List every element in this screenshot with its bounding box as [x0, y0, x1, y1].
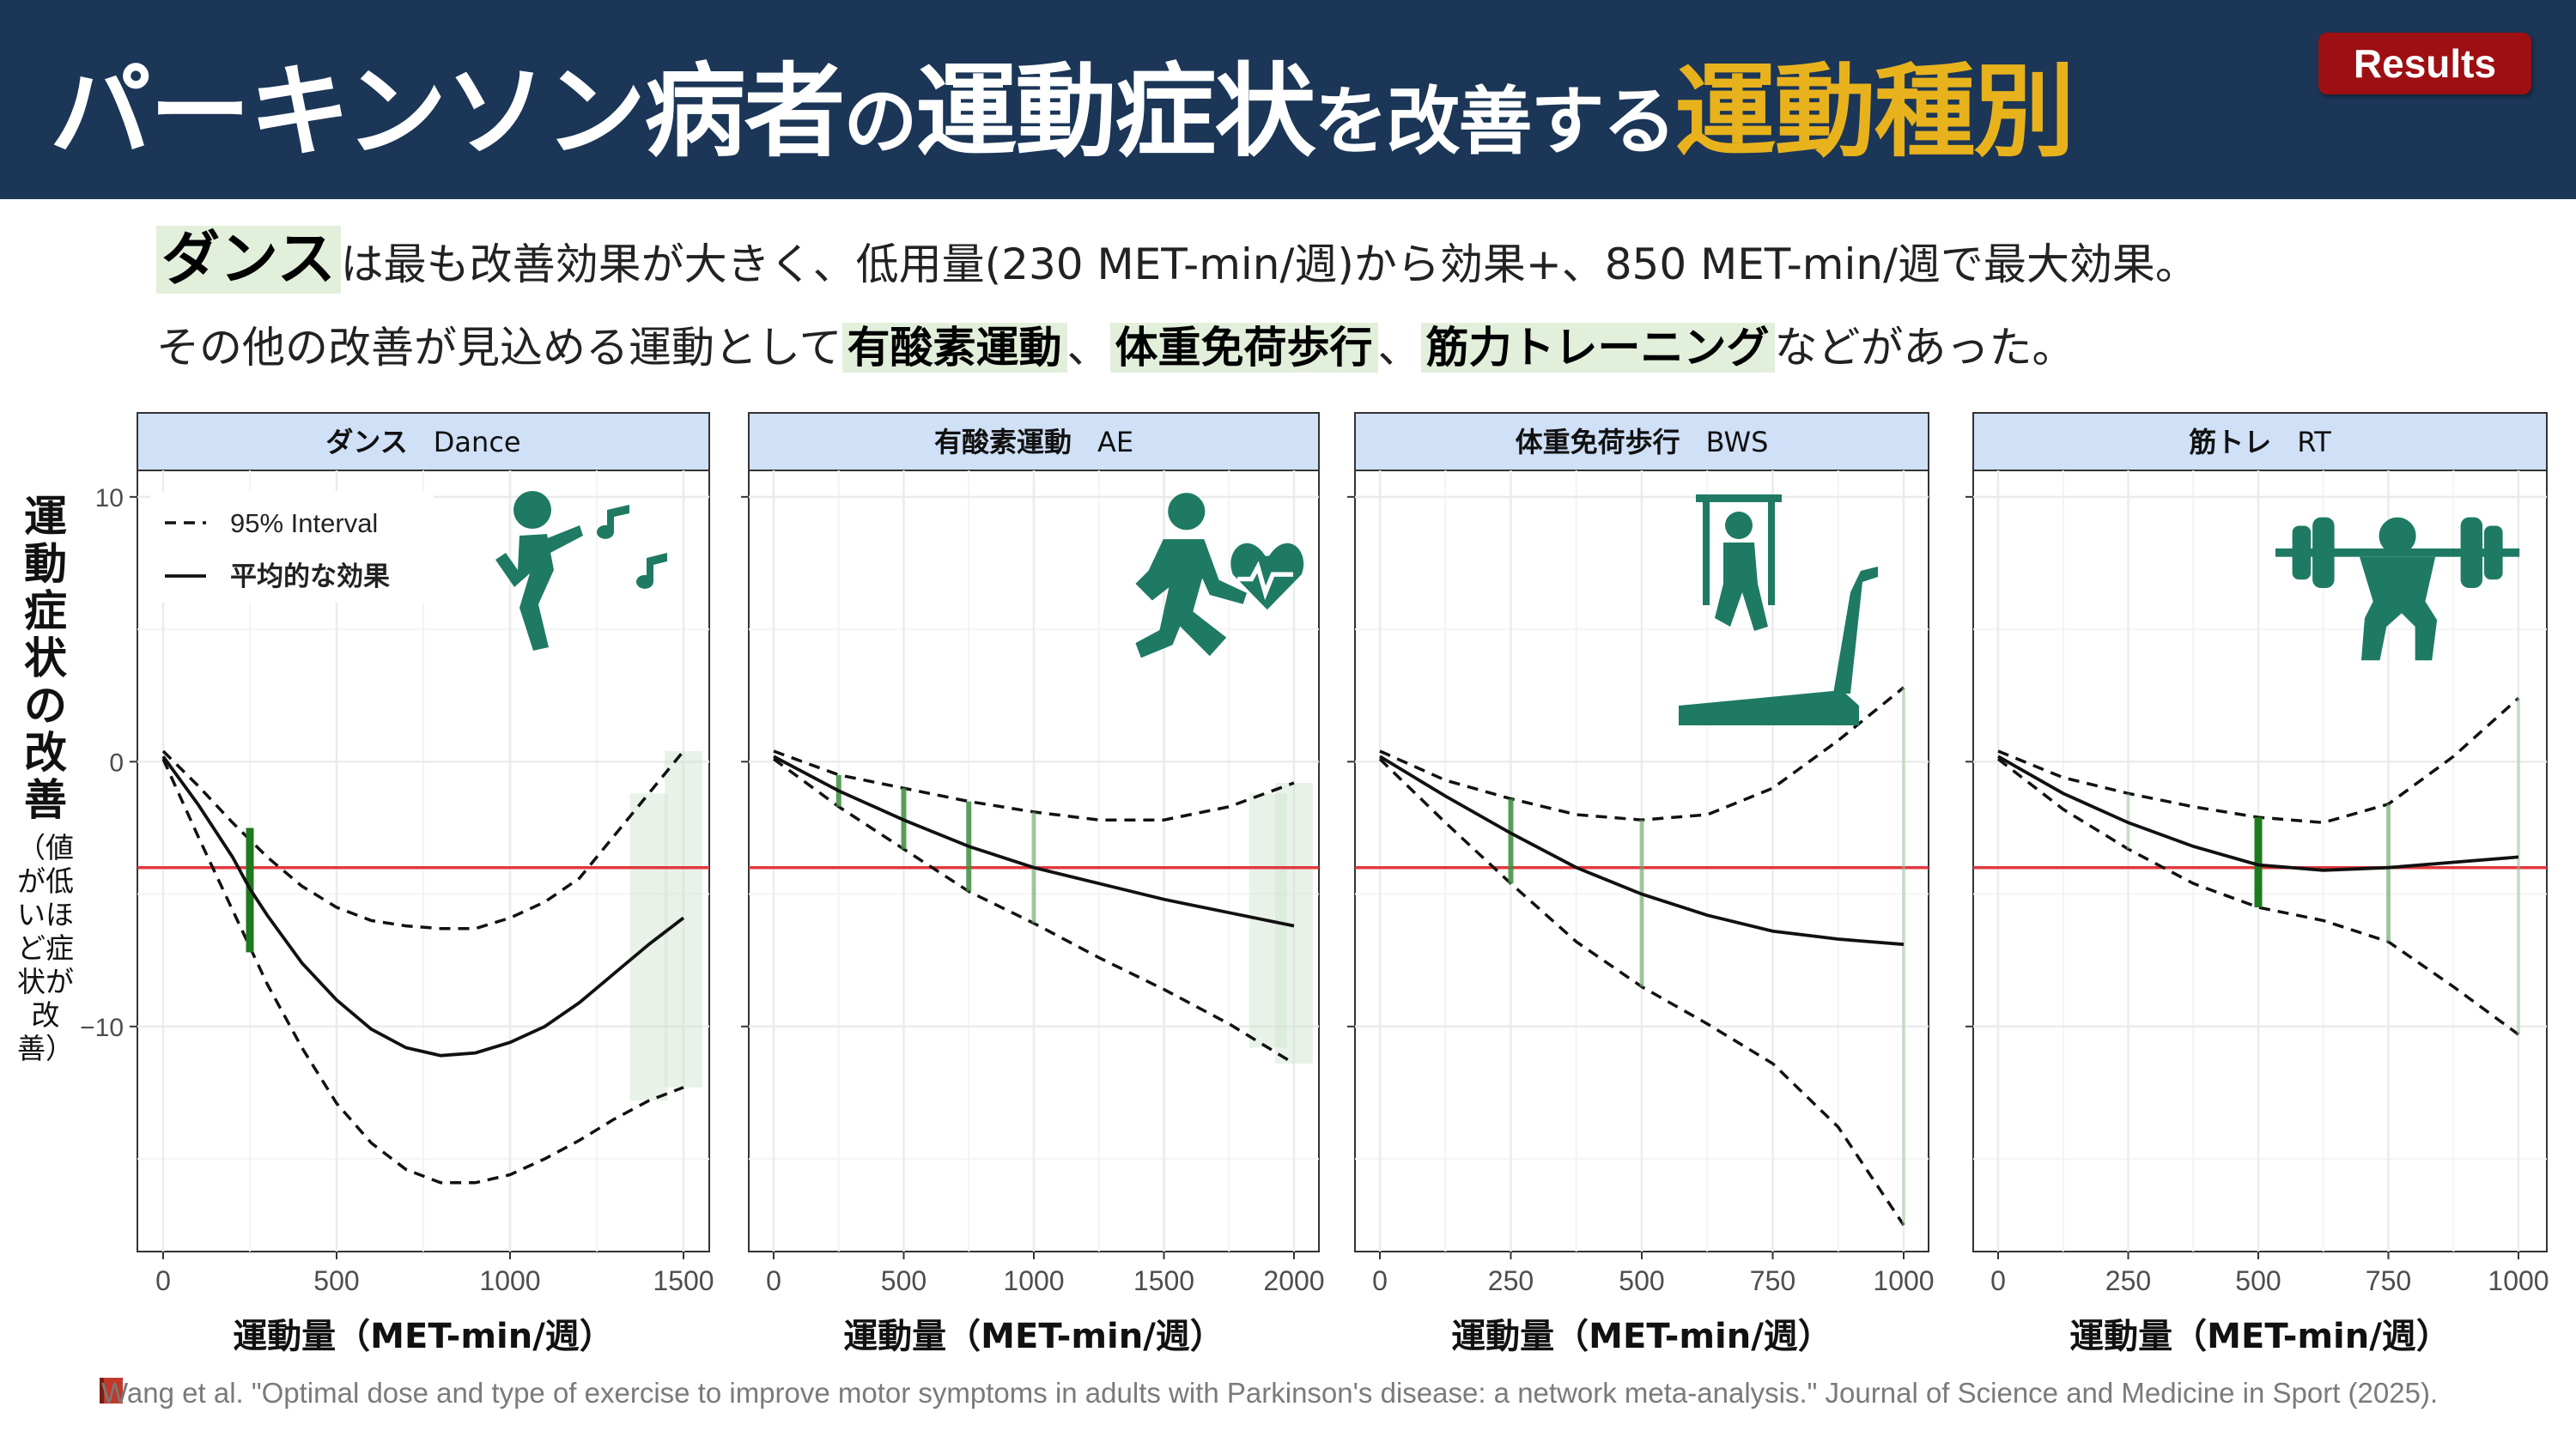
x-axis-title: 運動量（MET-min/週） [843, 1317, 1224, 1356]
x-tick-label: 500 [1619, 1265, 1664, 1296]
summary-highlight-dance: ダンス [156, 226, 341, 294]
title-part-1: パーキンソン病者 [50, 52, 845, 171]
y-axis-label: 運動症状の改善 （値が低いほど症状が改善） [15, 492, 76, 1066]
x-tick-label: 0 [1372, 1265, 1388, 1296]
x-tick-label: 1500 [1133, 1265, 1194, 1296]
summary-line-1: ダンス は最も改善効果が大きく、低用量(230 MET-min/週)から効果+、8… [156, 226, 2198, 294]
facet-strip-abbr: AE [1097, 426, 1133, 458]
chart-panel-1: ダンス Dance 0 500 1000 1500 10 0 −10 運動量（MET-min/週） [80, 412, 714, 1356]
legend-mean-label: 平均的な効果 [230, 561, 390, 592]
summary-sep-1: 、 [1066, 323, 1110, 373]
facet-strip [748, 412, 1320, 471]
x-tick-label: 0 [155, 1265, 171, 1296]
x-tick-label: 0 [766, 1265, 781, 1296]
lower-interval-line [772, 757, 1295, 1065]
mean-effect-line [161, 755, 685, 1058]
facet-strip-label: 体重免荷歩行 BWS [1516, 426, 1769, 458]
x-tick-label: 250 [2105, 1265, 2151, 1296]
mean-effect-line [1379, 755, 1905, 947]
facet-strip [1972, 412, 2548, 471]
y-axis-label-main: 運動症状の改善 [24, 492, 67, 825]
title-part-4: を改善する [1314, 79, 1676, 165]
chart-panel-4: 筋トレ RT 0 250 500 750 1000 運動量（MET-min/週） [1965, 412, 2549, 1356]
title-part-2: の [843, 79, 917, 165]
chart-panel-2: 有酸素運動 AE 0 500 1000 1500 2000 運動量（MET-min/週） [741, 412, 1325, 1356]
facet-strip-label: ダンス Dance [325, 426, 520, 458]
y-tick-label: 10 [95, 484, 124, 512]
y-axis-label-sub: （値が低いほど症状が改善） [17, 831, 74, 1065]
lower-interval-line [161, 758, 684, 1185]
x-tick-label: 250 [1488, 1265, 1534, 1296]
x-tick-label: 0 [1990, 1265, 2006, 1296]
summary-sep-2: 、 [1377, 323, 1421, 373]
legend-box [150, 491, 434, 603]
y-tick-label: −10 [80, 1014, 124, 1042]
y-tick-label: 0 [109, 749, 124, 777]
facet-strip [1354, 412, 1929, 471]
upper-interval-line [773, 749, 1295, 822]
legend: 95% Interval 平均的な効果 [150, 491, 434, 603]
summary-highlight-rt: 筋力トレーニング [1420, 323, 1775, 373]
facet-strip-name: ダンス [325, 426, 407, 458]
header-bar [0, 0, 2576, 199]
summary-highlight-ae: 有酸素運動 [841, 323, 1067, 373]
x-axis-title: 運動量（MET-min/週） [2069, 1317, 2451, 1356]
mean-effect-line [773, 755, 1295, 928]
title-part-3: 運動症状 [915, 52, 1315, 171]
x-tick-label: 1000 [1003, 1265, 1064, 1296]
facet-strip-label: 筋トレ RT [2189, 426, 2331, 458]
summary-line-2-post: などがあった。 [1774, 323, 2075, 373]
x-axis-title: 運動量（MET-min/週） [1451, 1317, 1832, 1356]
x-tick-label: 1500 [653, 1265, 714, 1296]
summary-highlight-bws: 体重免荷歩行 [1109, 323, 1378, 373]
facet-strip-abbr: Dance [434, 426, 521, 458]
upper-interval-line [1997, 696, 2520, 825]
x-tick-label: 500 [2235, 1265, 2281, 1296]
legend-interval-label: 95% Interval [230, 508, 378, 538]
summary-line-2-pre: その他の改善が見込める運動として [156, 323, 842, 373]
x-tick-label: 500 [313, 1265, 359, 1296]
results-badge: Results [2318, 33, 2531, 94]
x-tick-label: 750 [1750, 1265, 1795, 1296]
x-tick-label: 1000 [479, 1265, 540, 1296]
book-icon [100, 1378, 123, 1404]
mean-effect-line [1997, 755, 2519, 872]
facet-strip-name: 体重免荷歩行 [1516, 426, 1680, 458]
chart-panel-3: 体重免荷歩行 BWS 0 250 500 750 1000 運動量（MET-min/週） [1347, 412, 1935, 1356]
summary-line-1-text: は最も改善効果が大きく、低用量(230 MET-min/週)から効果+、850 … [340, 239, 2198, 289]
x-tick-label: 750 [2366, 1265, 2411, 1296]
facet-strip-abbr: BWS [1706, 426, 1769, 458]
x-tick-label: 1000 [2488, 1265, 2549, 1296]
facet-strip [137, 412, 710, 471]
facet-strip-name: 筋トレ [2189, 426, 2271, 458]
summary-line-2: その他の改善が見込める運動として 有酸素運動、体重免荷歩行、筋力トレーニング などが… [156, 318, 2075, 378]
x-tick-label: 2000 [1263, 1265, 1324, 1296]
title-accent: 運動種別 [1674, 52, 2075, 171]
citation: Wang et al. "Optimal dose and type of ex… [101, 1377, 2439, 1409]
facet-strip-label: 有酸素運動 AE [934, 426, 1133, 458]
x-tick-label: 500 [881, 1265, 927, 1296]
facet-strip-name: 有酸素運動 [934, 426, 1072, 458]
x-tick-label: 1000 [1873, 1265, 1934, 1296]
x-axis-title: 運動量（MET-min/週） [233, 1317, 614, 1356]
page-title: パーキンソン病者の運動症状を改善する運動種別 [50, 52, 2075, 182]
facet-strip-abbr: RT [2297, 426, 2331, 458]
